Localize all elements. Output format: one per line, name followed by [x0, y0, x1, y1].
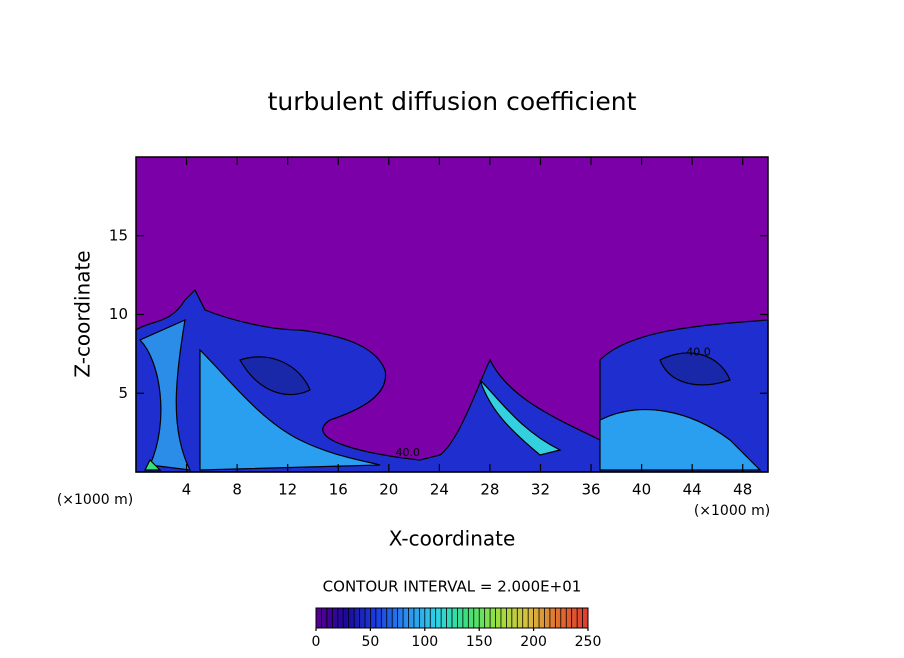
x-tick-label: 28	[480, 481, 499, 499]
x-tick-label: 36	[581, 481, 600, 499]
colorbar-tick-label: 0	[312, 634, 321, 650]
x-axis-label: X-coordinate	[389, 527, 516, 551]
x-unit-label: (×1000 m)	[57, 492, 133, 508]
x-unit-label: (×1000 m)	[694, 503, 770, 519]
y-tick-label: 15	[109, 226, 128, 244]
x-tick-label: 20	[379, 481, 398, 499]
colorbar-tick-label: 250	[575, 634, 602, 650]
colorbar-tick-label: 50	[361, 634, 379, 650]
x-tick-label: 48	[733, 481, 752, 499]
x-tick-label: 32	[531, 481, 550, 499]
x-tick-label: 44	[683, 481, 702, 499]
contour-label: 40.0	[396, 446, 421, 459]
x-tick-label: 12	[278, 481, 297, 499]
colorbar-tick-label: 200	[520, 634, 547, 650]
x-tick-label: 24	[430, 481, 449, 499]
x-tick-label: 8	[232, 481, 242, 499]
x-tick-label: 40	[632, 481, 651, 499]
colorbar-tick-label: 100	[411, 634, 438, 650]
chart-title: turbulent diffusion coefficient	[268, 87, 637, 116]
y-tick-label: 10	[109, 305, 128, 323]
colorbar-tick-label: 150	[466, 634, 493, 650]
x-tick-label: 16	[329, 481, 348, 499]
field-shapes	[135, 288, 769, 473]
y-tick-label: 5	[118, 384, 128, 402]
contour-interval: CONTOUR INTERVAL = 2.000E+01	[323, 578, 582, 596]
x-tick-label: 4	[182, 481, 192, 499]
y-axis-label: Z-coordinate	[71, 250, 95, 377]
contour-label: 40.0	[686, 345, 711, 358]
